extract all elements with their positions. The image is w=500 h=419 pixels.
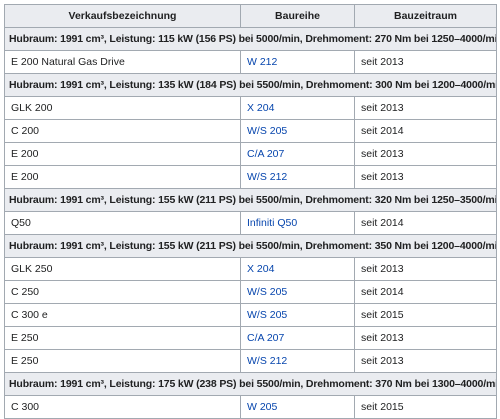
engine-group-row: Hubraum: 1991 cm³, Leistung: 135 kW (184… <box>4 73 497 97</box>
period-cell: seit 2014 <box>354 211 497 235</box>
series-cell: W/S 205 <box>240 119 355 143</box>
series-link[interactable]: W/S 205 <box>247 285 288 298</box>
engine-table: Verkaufsbezeichnung Baureihe Bauzeitraum… <box>4 4 497 419</box>
model-name-cell: C 200 <box>4 119 241 143</box>
model-name-cell: GLK 200 <box>4 96 241 120</box>
period-cell: seit 2013 <box>354 257 497 281</box>
model-name-cell: Q50 <box>4 211 241 235</box>
period-cell: seit 2013 <box>354 326 497 350</box>
table-row: C 300 W 205 seit 2015 <box>4 395 497 419</box>
period-cell: seit 2014 <box>354 280 497 304</box>
series-link[interactable]: C/A 207 <box>247 147 285 160</box>
series-cell: W/S 212 <box>240 165 355 189</box>
table-row: E 250 W/S 212 seit 2013 <box>4 349 497 373</box>
engine-spec-heading: Hubraum: 1991 cm³, Leistung: 135 kW (184… <box>4 73 497 97</box>
table-header-row: Verkaufsbezeichnung Baureihe Bauzeitraum <box>4 4 497 28</box>
model-name-cell: E 200 Natural Gas Drive <box>4 50 241 74</box>
table-row: E 200 C/A 207 seit 2013 <box>4 142 497 166</box>
series-cell: W/S 205 <box>240 303 355 327</box>
series-cell: W/S 212 <box>240 349 355 373</box>
series-link[interactable]: Infiniti Q50 <box>247 216 298 229</box>
engine-spec-heading: Hubraum: 1991 cm³, Leistung: 155 kW (211… <box>4 234 497 258</box>
model-name-cell: E 250 <box>4 326 241 350</box>
model-name-cell: C 250 <box>4 280 241 304</box>
model-name-cell: E 200 <box>4 142 241 166</box>
period-cell: seit 2015 <box>354 303 497 327</box>
series-cell: X 204 <box>240 96 355 120</box>
series-cell: W 212 <box>240 50 355 74</box>
period-cell: seit 2013 <box>354 142 497 166</box>
series-link[interactable]: W 205 <box>247 400 278 413</box>
period-cell: seit 2013 <box>354 165 497 189</box>
table-row: E 200 Natural Gas Drive W 212 seit 2013 <box>4 50 497 74</box>
series-cell: Infiniti Q50 <box>240 211 355 235</box>
engine-spec-heading: Hubraum: 1991 cm³, Leistung: 115 kW (156… <box>4 27 497 51</box>
series-cell: W/S 205 <box>240 280 355 304</box>
series-cell: X 204 <box>240 257 355 281</box>
model-name-cell: C 300 e <box>4 303 241 327</box>
series-cell: C/A 207 <box>240 142 355 166</box>
series-link[interactable]: X 204 <box>247 101 275 114</box>
header-baureihe: Baureihe <box>240 4 355 28</box>
series-link[interactable]: W/S 212 <box>247 354 288 367</box>
series-cell: W 205 <box>240 395 355 419</box>
series-link[interactable]: W/S 205 <box>247 308 288 321</box>
period-cell: seit 2013 <box>354 349 497 373</box>
table-body: Hubraum: 1991 cm³, Leistung: 115 kW (156… <box>4 27 497 419</box>
period-cell: seit 2015 <box>354 395 497 419</box>
model-name-cell: E 200 <box>4 165 241 189</box>
engine-group-row: Hubraum: 1991 cm³, Leistung: 155 kW (211… <box>4 234 497 258</box>
table-row: C 200 W/S 205 seit 2014 <box>4 119 497 143</box>
engine-spec-heading: Hubraum: 1991 cm³, Leistung: 155 kW (211… <box>4 188 497 212</box>
period-cell: seit 2014 <box>354 119 497 143</box>
period-cell: seit 2013 <box>354 50 497 74</box>
table-row: C 250 W/S 205 seit 2014 <box>4 280 497 304</box>
table-row: E 250 C/A 207 seit 2013 <box>4 326 497 350</box>
table-row: C 300 e W/S 205 seit 2015 <box>4 303 497 327</box>
series-link[interactable]: C/A 207 <box>247 331 285 344</box>
series-link[interactable]: W/S 212 <box>247 170 288 183</box>
table-row: GLK 200 X 204 seit 2013 <box>4 96 497 120</box>
engine-spec-heading: Hubraum: 1991 cm³, Leistung: 175 kW (238… <box>4 372 497 396</box>
table-row: GLK 250 X 204 seit 2013 <box>4 257 497 281</box>
header-bauzeitraum: Bauzeitraum <box>354 4 497 28</box>
table-row: Q50 Infiniti Q50 seit 2014 <box>4 211 497 235</box>
engine-group-row: Hubraum: 1991 cm³, Leistung: 175 kW (238… <box>4 372 497 396</box>
series-link[interactable]: W/S 205 <box>247 124 288 137</box>
engine-group-row: Hubraum: 1991 cm³, Leistung: 115 kW (156… <box>4 27 497 51</box>
table-row: E 200 W/S 212 seit 2013 <box>4 165 497 189</box>
model-name-cell: E 250 <box>4 349 241 373</box>
series-link[interactable]: W 212 <box>247 55 278 68</box>
model-name-cell: GLK 250 <box>4 257 241 281</box>
series-link[interactable]: X 204 <box>247 262 275 275</box>
model-name-cell: C 300 <box>4 395 241 419</box>
series-cell: C/A 207 <box>240 326 355 350</box>
period-cell: seit 2013 <box>354 96 497 120</box>
header-verkaufsbezeichnung: Verkaufsbezeichnung <box>4 4 241 28</box>
engine-group-row: Hubraum: 1991 cm³, Leistung: 155 kW (211… <box>4 188 497 212</box>
